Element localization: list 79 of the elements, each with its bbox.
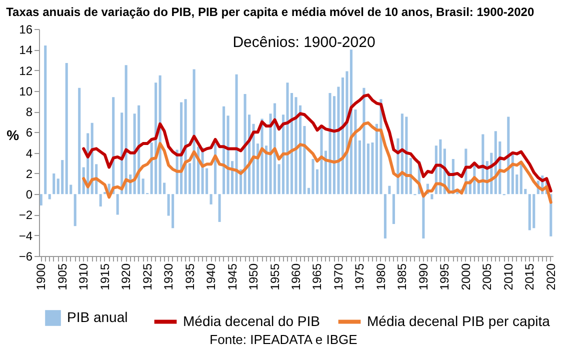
bar [40, 194, 42, 206]
x-tick-label: 1960 [289, 263, 303, 290]
bar [235, 74, 238, 194]
y-tick-label: 8 [26, 105, 33, 120]
y-tick-label: −4 [18, 228, 33, 243]
x-tick-label: 1905 [55, 263, 70, 290]
bar [61, 160, 64, 194]
bar [392, 194, 395, 224]
x-tick-label: 1955 [268, 263, 282, 290]
bar [520, 163, 522, 194]
bar [74, 194, 76, 226]
bar [371, 142, 374, 194]
y-axis-title: % [6, 127, 20, 143]
bar [366, 144, 370, 194]
bar [312, 159, 314, 194]
x-tick-label: 1945 [225, 263, 240, 290]
legend-label: Média decenal do PIB [183, 312, 320, 329]
x-tick-label: 2005 [480, 263, 494, 290]
x-tick-label: 1965 [310, 263, 324, 290]
y-tick-label: −2 [18, 208, 33, 222]
annotation: Decênios: 1900-2020 [232, 34, 376, 51]
x-tick-label: 1940 [204, 263, 218, 290]
y-tick-label: 6 [26, 126, 33, 140]
x-tick-label: 2010 [501, 263, 516, 290]
x-tick-label: 1970 [331, 263, 346, 290]
bar [388, 186, 391, 194]
x-tick-label: 1920 [119, 263, 134, 290]
y-tick-label: 12 [19, 64, 33, 78]
y-tick-label: −6 [18, 250, 33, 264]
bar [65, 63, 68, 194]
x-tick-label: 1975 [352, 263, 367, 290]
bar [528, 194, 531, 230]
source-note: Fonte: IPEADATA e IBGE [208, 332, 358, 347]
x-tick-label: 1990 [416, 263, 430, 290]
bar [99, 194, 102, 206]
bar [286, 82, 289, 194]
x-tick-label: 1910 [76, 263, 91, 290]
bar [124, 65, 128, 194]
bar [48, 194, 51, 200]
x-tick-label: 1985 [395, 263, 410, 290]
bar [192, 69, 196, 194]
legend-label: PIB anual [67, 309, 128, 325]
bar [294, 97, 298, 194]
x-tick-label: 1925 [140, 263, 154, 290]
line-series [82, 94, 552, 192]
x-tick-label: 1950 [246, 263, 261, 290]
x-tick-label: 2015 [522, 263, 537, 290]
bar [44, 46, 47, 194]
bar [78, 88, 81, 194]
y-tick-label: 2 [26, 166, 33, 181]
y-tick-label: 4 [26, 146, 33, 160]
x-tick-label: 1915 [98, 263, 112, 290]
bar [52, 173, 56, 194]
x-tick-label: 1935 [182, 263, 197, 290]
x-tick-label: 1995 [438, 263, 452, 290]
legend-label: Média decenal PIB per capita [367, 312, 550, 329]
bar [116, 194, 119, 215]
bar [226, 116, 230, 194]
y-tick-label: 0 [26, 188, 33, 202]
y-tick-label: 16 [19, 22, 33, 36]
bar [210, 194, 212, 204]
bar [222, 106, 226, 194]
bar [142, 178, 144, 194]
bar [328, 92, 332, 194]
x-tick-label: 1900 [34, 263, 48, 290]
bar [218, 194, 221, 222]
line-series [82, 121, 552, 204]
x-tick-label: 1930 [162, 263, 176, 290]
y-tick-label: 10 [19, 84, 33, 98]
bar [362, 88, 366, 194]
x-tick-label: 1980 [374, 263, 388, 290]
bar [172, 194, 174, 228]
bar [430, 194, 434, 200]
bar [532, 194, 536, 228]
x-tick-label: 2000 [458, 263, 473, 290]
chart-title: Taxas anuais de variação do PIB, PIB per capita e média móvel de 10 anos, Brasil: 1900-2020 [6, 5, 534, 19]
y-tick-label: 14 [19, 43, 33, 58]
x-tick-label: 2020 [544, 263, 558, 290]
bar [384, 194, 386, 238]
